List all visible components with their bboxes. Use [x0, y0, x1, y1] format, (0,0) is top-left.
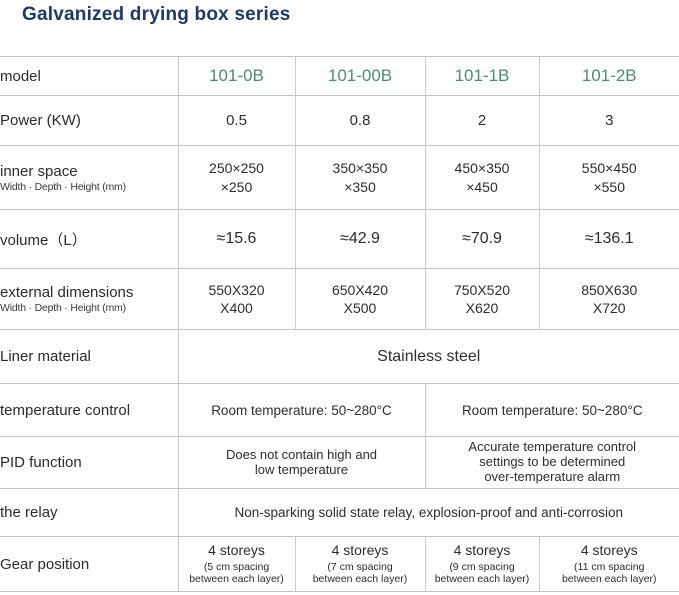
- gear-position-value: 4 storeys (9 cm spacing between each laye…: [424, 536, 539, 592]
- model-value: 101-1B: [424, 56, 539, 96]
- temperature-control-value: Room temperature: 50~280°C: [177, 383, 425, 437]
- dimension-line: 450×350: [454, 160, 510, 177]
- dimension-line: ×550: [593, 178, 626, 195]
- gear-position-value: 4 storeys (5 cm spacing between each laye…: [177, 536, 295, 592]
- gear-position-value: 4 storeys (7 cm spacing between each laye…: [294, 536, 425, 592]
- gear-note-line: (11 cm spacing: [574, 560, 645, 573]
- model-value: 101-2B: [538, 56, 679, 96]
- dimension-line: X500: [343, 300, 377, 316]
- external-dimensions-value: 850X630 X720: [538, 268, 679, 330]
- row-gear-position: Gear position 4 storeys (5 cm spacing bet…: [0, 536, 679, 592]
- row-label-text: inner space: [0, 162, 78, 180]
- pid-function-value: Does not contain high and low temperatur…: [177, 436, 425, 489]
- dimension-line: 750X520: [453, 281, 511, 298]
- gear-spacing-note: (9 cm spacing between each layer): [426, 561, 539, 586]
- row-external-dimensions: external dimensions Width · Depth · Heig…: [0, 268, 679, 330]
- gear-storeys: 4 storeys: [208, 542, 265, 558]
- power-value: 0.8: [294, 95, 425, 146]
- pid-text-line: Accurate temperature control: [468, 439, 637, 455]
- row-volume: volume（L） ≈15.6 ≈42.9 ≈70.9 ≈136.1: [0, 209, 679, 269]
- dimension-line: X720: [592, 300, 626, 316]
- row-label-power: Power (KW): [0, 112, 81, 129]
- dimension-line: 350×350: [332, 160, 388, 177]
- power-value: 2: [424, 95, 539, 146]
- gear-storeys: 4 storeys: [580, 542, 638, 558]
- gear-spacing-note: (7 cm spacing between each layer): [296, 561, 425, 586]
- gear-spacing-note: (11 cm spacing between each layer): [540, 561, 679, 586]
- row-temperature-control: temperature control Room temperature: 50…: [0, 383, 679, 437]
- pid-function-value: Accurate temperature control settings to…: [424, 436, 679, 489]
- pid-text-line: low temperature: [254, 461, 349, 477]
- pid-text-line: over-temperature alarm: [484, 468, 621, 484]
- relay-value: Non-sparking solid state relay, explosio…: [177, 488, 679, 537]
- gear-storeys: 4 storeys: [331, 542, 389, 558]
- gear-spacing-note: (5 cm spacing between each layer): [179, 561, 295, 586]
- row-power: Power (KW) 0.5 0.8 2 3: [0, 95, 679, 146]
- spec-table: model 101-0B 101-00B 101-1B 101-2B Power…: [0, 56, 679, 592]
- row-label-text: external dimensions: [0, 284, 134, 301]
- dimension-line: X620: [465, 300, 499, 316]
- external-dimensions-value: 550X320 X400: [177, 268, 295, 330]
- row-label-gear-position: Gear position: [0, 555, 90, 573]
- liner-material-value: Stainless steel: [177, 329, 679, 384]
- row-sublabel: Width · Depth · Height (mm): [0, 180, 126, 193]
- gear-position-value: 4 storeys (11 cm spacing between each lay…: [538, 536, 679, 592]
- row-pid-function: PID function Does not contain high and l…: [0, 436, 679, 489]
- volume-value: ≈42.9: [294, 209, 425, 269]
- row-model: model 101-0B 101-00B 101-1B 101-2B: [0, 56, 679, 96]
- power-value: 0.5: [177, 95, 295, 146]
- temperature-control-value: Room temperature: 50~280°C: [424, 383, 679, 437]
- inner-space-value: 350×350 ×350: [294, 145, 425, 210]
- volume-value: ≈15.6: [177, 209, 295, 269]
- inner-space-value: 450×350 ×450: [424, 145, 539, 210]
- external-dimensions-value: 650X420 X500: [294, 268, 425, 330]
- gear-note-line: between each layer): [312, 573, 408, 586]
- row-inner-space: inner space Width · Depth · Height (mm) …: [0, 145, 679, 210]
- power-value: 3: [538, 95, 679, 146]
- row-label-volume: volume（L）: [0, 231, 87, 249]
- dimension-line: 550X320: [208, 281, 265, 298]
- volume-value: ≈136.1: [538, 209, 679, 269]
- gear-note-line: between each layer): [189, 573, 284, 586]
- dimension-line: X400: [220, 300, 253, 316]
- gear-note-line: between each layer): [561, 573, 657, 586]
- row-label-pid-function: PID function: [0, 454, 82, 471]
- row-label-model: model: [0, 67, 41, 85]
- gear-note-line: (5 cm spacing: [203, 560, 270, 573]
- gear-note-line: (9 cm spacing: [449, 560, 515, 573]
- row-label-inner-space: inner space Width · Depth · Height (mm): [0, 146, 178, 210]
- row-label-temperature-control: temperature control: [0, 401, 131, 419]
- dimension-line: ×250: [220, 178, 253, 195]
- inner-space-value: 250×250 ×250: [177, 145, 295, 210]
- pid-text-line: settings to be determined: [479, 454, 626, 470]
- gear-note-line: between each layer): [434, 573, 530, 586]
- volume-value: ≈70.9: [424, 209, 539, 269]
- row-label-external-dimensions: external dimensions Width · Depth · Heig…: [0, 269, 178, 330]
- dimension-line: 850X630: [581, 281, 638, 298]
- inner-space-value: 550×450 ×550: [538, 145, 679, 210]
- dimension-line: 550×450: [581, 160, 637, 177]
- dimension-line: 650X420: [331, 281, 389, 298]
- row-liner-material: Liner material Stainless steel: [0, 329, 679, 384]
- external-dimensions-value: 750X520 X620: [424, 268, 539, 330]
- row-sublabel: Width · Depth · Height (mm): [0, 302, 126, 314]
- gear-note-line: (7 cm spacing: [327, 560, 393, 573]
- dimension-line: 250×250: [209, 160, 264, 177]
- gear-storeys: 4 storeys: [453, 542, 511, 558]
- page-title: Galvanized drying box series: [22, 4, 291, 25]
- model-value: 101-0B: [177, 56, 295, 96]
- pid-text-line: Does not contain high and: [225, 446, 378, 462]
- row-label-relay: the relay: [0, 504, 58, 521]
- row-relay: the relay Non-sparking solid state relay…: [0, 488, 679, 537]
- model-value: 101-00B: [294, 56, 425, 96]
- dimension-line: ×350: [344, 178, 376, 195]
- row-label-liner-material: Liner material: [0, 348, 91, 365]
- dimension-line: ×450: [466, 178, 498, 195]
